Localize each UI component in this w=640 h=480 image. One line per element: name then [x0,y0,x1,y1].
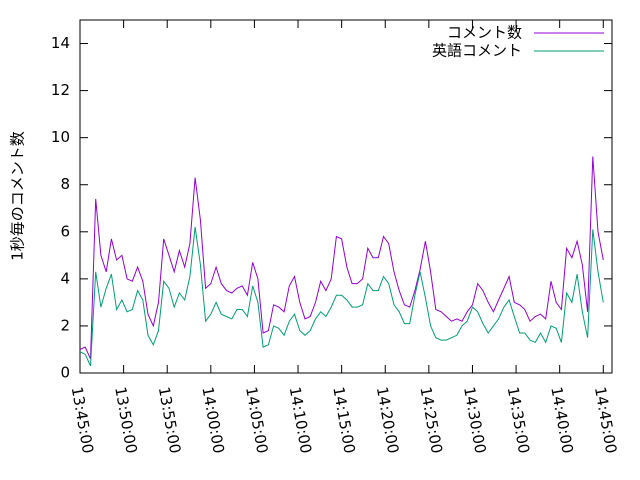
y-tick-label: 2 [60,316,70,334]
y-axis-label: 1秒毎のコメント数 [9,131,27,261]
series-line [79,156,604,360]
series-line [79,227,604,367]
legend-label: コメント数 [447,24,522,42]
legend-label: 英語コメント [432,42,522,60]
plot-border [79,19,613,374]
y-tick-label: 4 [60,269,70,287]
y-tick-label: 0 [60,364,70,382]
y-tick-label: 12 [51,81,70,99]
y-tick-label: 10 [51,128,70,146]
y-tick-label: 14 [51,34,70,52]
y-tick-label: 6 [60,222,70,240]
y-tick-label: 8 [60,175,70,193]
